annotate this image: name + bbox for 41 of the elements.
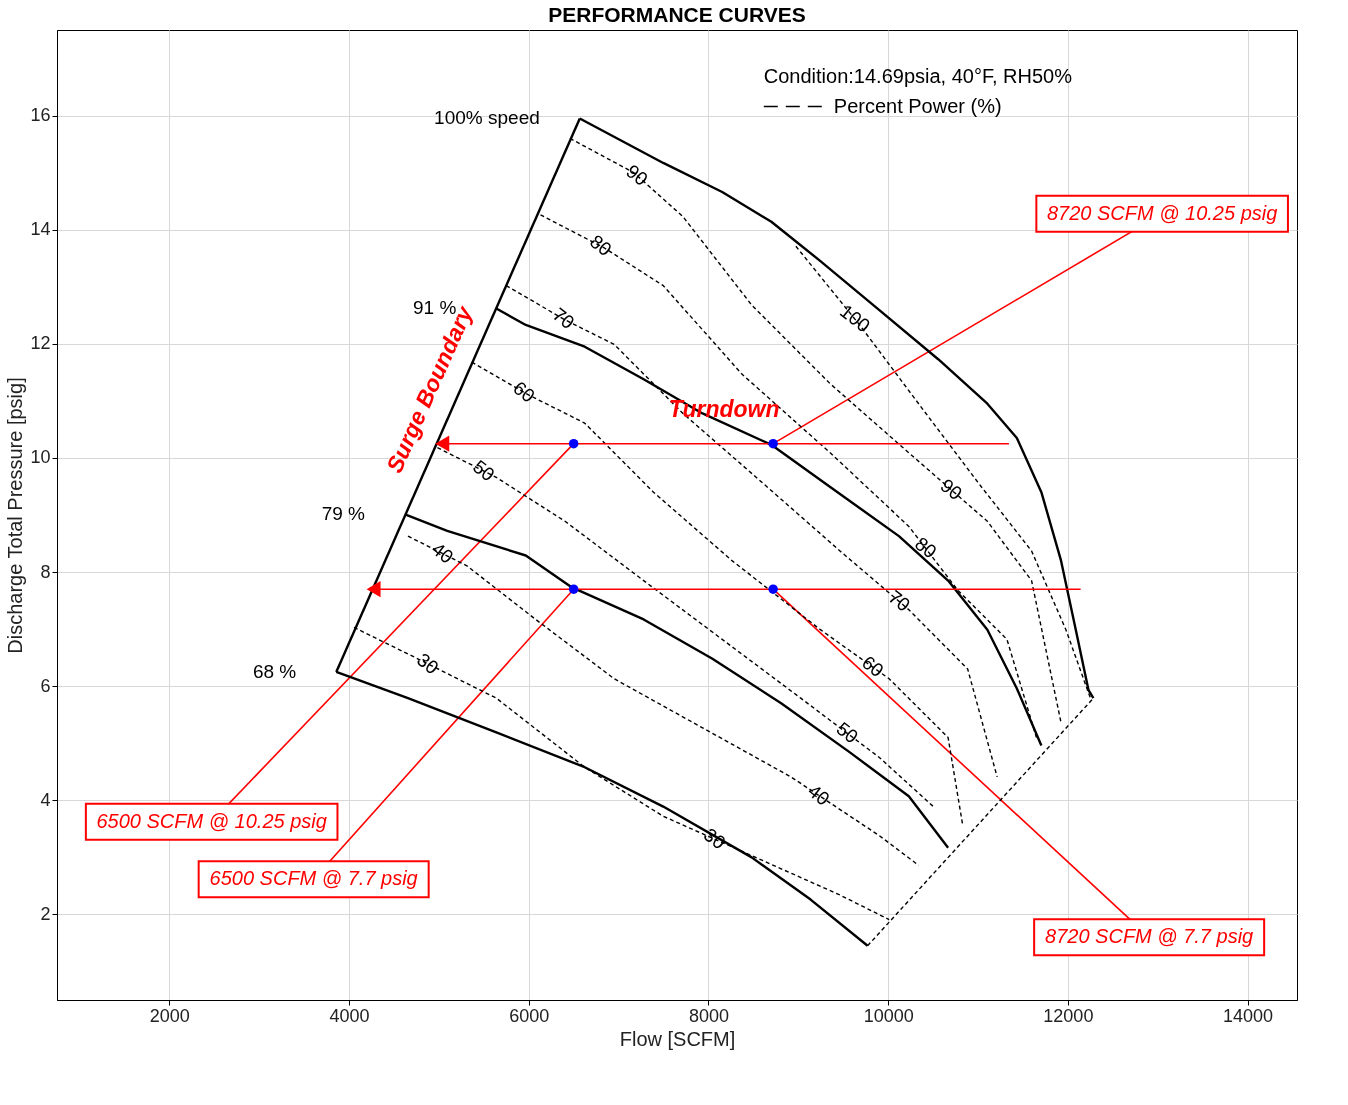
x-tick-label: 10000: [863, 1005, 914, 1026]
annotation: 40: [427, 538, 458, 568]
annotation: 8720 SCFM @ 7.7 psig: [1045, 925, 1254, 948]
chart-title: PERFORMANCE CURVES: [548, 3, 806, 26]
y-tick-label: 10: [30, 447, 51, 468]
y-tick-label: 14: [30, 219, 51, 240]
y-tick-label: 6: [40, 675, 51, 696]
x-tick-label: 4000: [329, 1005, 370, 1026]
x-axis-title: Flow [SCFM]: [619, 1027, 736, 1050]
y-tick-label: 8: [40, 561, 51, 582]
annotation: 60: [857, 651, 888, 682]
x-tick-label: 8000: [688, 1005, 729, 1026]
x-tick-label: 14000: [1223, 1005, 1274, 1026]
y-tick-label: 16: [30, 105, 51, 126]
annotation: 50: [469, 455, 499, 486]
annotation: Condition:14.69psia, 40°F, RH50%: [763, 64, 1073, 87]
annotation: 30: [413, 648, 443, 679]
annotation: 80: [910, 532, 941, 563]
annotation: 70: [884, 585, 915, 616]
annotation: 80: [585, 230, 616, 261]
annotation: 70: [548, 303, 579, 334]
y-axis-title: Discharge Total Pressure [psig]: [4, 377, 27, 654]
annotation: Percent Power (%): [833, 94, 1002, 117]
x-tick-label: 6000: [509, 1005, 550, 1026]
annotation: 60: [509, 377, 539, 407]
annotation: 6500 SCFM @ 10.25 psig: [96, 809, 327, 832]
annotation: 90: [936, 474, 967, 505]
x-tick-label: 12000: [1043, 1005, 1094, 1026]
y-tick-label: 12: [30, 333, 51, 354]
text: 79 %: [321, 503, 366, 525]
text: 100% speed: [434, 107, 540, 129]
annotation: 40: [803, 779, 834, 810]
annotation: 50: [832, 717, 863, 748]
annotation: 90: [622, 160, 652, 190]
annotation: 100: [836, 300, 874, 337]
annotation: 8720 SCFM @ 10.25 psig: [1046, 201, 1278, 224]
x-tick-label: 2000: [149, 1005, 190, 1026]
y-tick-label: 4: [40, 789, 51, 810]
text: 68 %: [252, 660, 297, 682]
annotation: 6500 SCFM @ 7.7 psig: [209, 867, 418, 890]
y-tick-label: 2: [40, 903, 51, 924]
